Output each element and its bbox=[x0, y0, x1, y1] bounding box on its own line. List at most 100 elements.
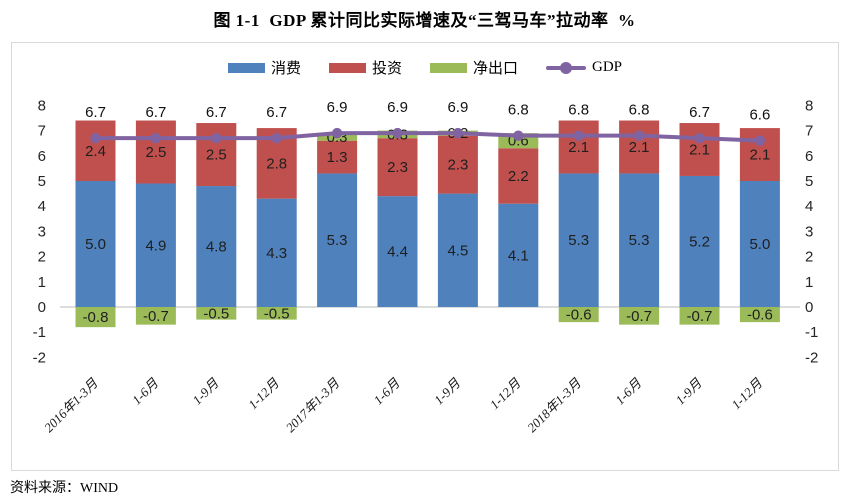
x-tick-label: 1-12月 bbox=[728, 375, 765, 412]
bar-net-export-11 bbox=[739, 307, 780, 323]
bar-investment-10 bbox=[679, 123, 720, 176]
x-tick-label: 1-9月 bbox=[673, 375, 706, 408]
bar-consumption-2 bbox=[196, 186, 237, 307]
x-tick-label: 1-6月 bbox=[612, 375, 645, 408]
gdp-total-label-7: 6.8 bbox=[508, 102, 529, 119]
legend-color-swatch bbox=[328, 62, 366, 73]
y-tick-left: -2 bbox=[33, 349, 46, 366]
label-investment-3: 2.8 bbox=[266, 155, 287, 172]
y-tick-left: 6 bbox=[38, 148, 46, 165]
label-investment-2: 2.5 bbox=[206, 147, 227, 164]
plot-frame: 消费 投资 净出口 GDP 8 8 7 7 6 6 5 5 4 4 3 3 2 2 1 1 0 0 -1 -1 -2 -2 5.0… bbox=[11, 42, 839, 471]
chart-title: 图 1-1 GDP 累计同比实际增速及“三驾马车”拉动率 % bbox=[213, 11, 636, 30]
bar-consumption-0 bbox=[75, 181, 116, 307]
gdp-line bbox=[95, 131, 760, 143]
label-net-export-9: -0.7 bbox=[626, 308, 652, 325]
bar-investment-5 bbox=[377, 138, 418, 197]
source-note: 资料来源：WIND bbox=[10, 481, 119, 496]
gdp-total-label-6: 6.9 bbox=[447, 99, 468, 116]
x-tick-label: 1-12月 bbox=[245, 375, 282, 412]
bar-investment-9 bbox=[619, 120, 660, 174]
bar-net-export-0 bbox=[75, 307, 116, 328]
label-investment-7: 2.2 bbox=[508, 168, 529, 185]
label-consumption-4: 5.3 bbox=[327, 232, 348, 249]
gdp-total-label-5: 6.9 bbox=[387, 99, 408, 116]
chart-plot: 8 8 7 7 6 6 5 5 4 4 3 3 2 2 1 1 0 0 -1 -1 -2 -2 5.0 2.4 -0.8 2016… bbox=[33, 97, 819, 435]
legend-label: GDP bbox=[592, 59, 623, 75]
legend-label: 投资 bbox=[371, 61, 402, 77]
x-tick-label: 1-12月 bbox=[487, 375, 524, 412]
bar-consumption-1 bbox=[135, 183, 176, 307]
bar-investment-4 bbox=[317, 140, 358, 174]
legend-label: 消费 bbox=[270, 61, 301, 77]
bar-investment-7 bbox=[498, 148, 539, 204]
gdp-total-label-1: 6.7 bbox=[145, 104, 166, 121]
gdp-marker-11 bbox=[754, 135, 766, 146]
x-tick-label: 2016年1-3月 bbox=[41, 375, 101, 435]
gdp-marker-0 bbox=[90, 132, 101, 144]
label-consumption-8: 5.3 bbox=[568, 232, 589, 249]
y-tick-left: 3 bbox=[38, 223, 46, 240]
label-investment-4: 1.3 bbox=[327, 149, 348, 166]
y-tick-right: 2 bbox=[805, 249, 813, 266]
y-tick-left: -1 bbox=[33, 324, 46, 341]
legend-item-net-export: 净出口 bbox=[430, 57, 518, 78]
bar-consumption-7 bbox=[498, 203, 539, 307]
y-tick-right: 7 bbox=[805, 123, 813, 140]
bar-investment-6 bbox=[437, 135, 478, 194]
bar-consumption-11 bbox=[739, 181, 780, 307]
gdp-marker-8 bbox=[573, 130, 584, 141]
y-tick-right: 1 bbox=[805, 274, 813, 291]
label-investment-1: 2.5 bbox=[145, 144, 166, 161]
y-tick-left: 0 bbox=[38, 299, 46, 316]
gdp-total-label-4: 6.9 bbox=[327, 99, 348, 116]
y-tick-right: 3 bbox=[805, 223, 813, 240]
x-tick-label: 1-9月 bbox=[431, 375, 464, 408]
legend-item-gdp: GDP bbox=[546, 59, 622, 76]
bar-net-export-2 bbox=[196, 307, 237, 320]
label-net-export-3: -0.5 bbox=[264, 305, 290, 322]
bar-investment-0 bbox=[75, 120, 116, 181]
legend-color-swatch bbox=[430, 62, 467, 73]
y-tick-right: 0 bbox=[805, 299, 813, 316]
label-consumption-2: 4.8 bbox=[206, 239, 227, 256]
x-tick-label: 1-6月 bbox=[371, 375, 404, 408]
gdp-total-label-3: 6.7 bbox=[266, 104, 287, 121]
label-net-export-8: -0.6 bbox=[566, 307, 592, 324]
gdp-marker-6 bbox=[452, 127, 464, 139]
y-tick-right: 6 bbox=[805, 148, 813, 165]
gdp-total-label-0: 6.7 bbox=[85, 104, 106, 121]
bar-consumption-8 bbox=[558, 173, 599, 307]
y-tick-left: 4 bbox=[38, 198, 46, 215]
label-net-export-0: -0.8 bbox=[83, 309, 109, 326]
gdp-marker-5 bbox=[392, 127, 403, 139]
label-consumption-9: 5.3 bbox=[629, 232, 650, 249]
gdp-marker-10 bbox=[694, 132, 705, 144]
gdp-marker-2 bbox=[211, 132, 222, 144]
label-investment-10: 2.1 bbox=[689, 142, 710, 159]
y-tick-left: 1 bbox=[38, 274, 46, 291]
bar-investment-1 bbox=[135, 120, 176, 184]
label-net-export-2: -0.5 bbox=[203, 305, 229, 322]
bar-consumption-4 bbox=[317, 173, 358, 307]
label-investment-0: 2.4 bbox=[85, 143, 106, 160]
bar-net-export-1 bbox=[135, 307, 176, 325]
bar-consumption-6 bbox=[437, 193, 478, 307]
bar-consumption-9 bbox=[619, 173, 660, 307]
gdp-total-label-10: 6.7 bbox=[689, 104, 710, 121]
gdp-total-label-8: 6.8 bbox=[568, 102, 589, 119]
y-tick-right: 8 bbox=[805, 97, 813, 114]
legend-label: 净出口 bbox=[473, 61, 519, 77]
bar-investment-8 bbox=[558, 120, 599, 174]
y-tick-right: 4 bbox=[805, 198, 813, 215]
bar-net-export-10 bbox=[679, 307, 720, 325]
label-investment-9: 2.1 bbox=[629, 139, 650, 156]
label-consumption-5: 4.4 bbox=[387, 244, 408, 261]
legend-item-consumption: 消费 bbox=[227, 57, 301, 78]
legend-line-swatch bbox=[546, 61, 587, 74]
gdp-marker-4 bbox=[331, 127, 343, 139]
gdp-total-label-9: 6.8 bbox=[629, 102, 650, 119]
label-investment-5: 2.3 bbox=[387, 159, 408, 176]
y-tick-left: 2 bbox=[38, 249, 46, 266]
